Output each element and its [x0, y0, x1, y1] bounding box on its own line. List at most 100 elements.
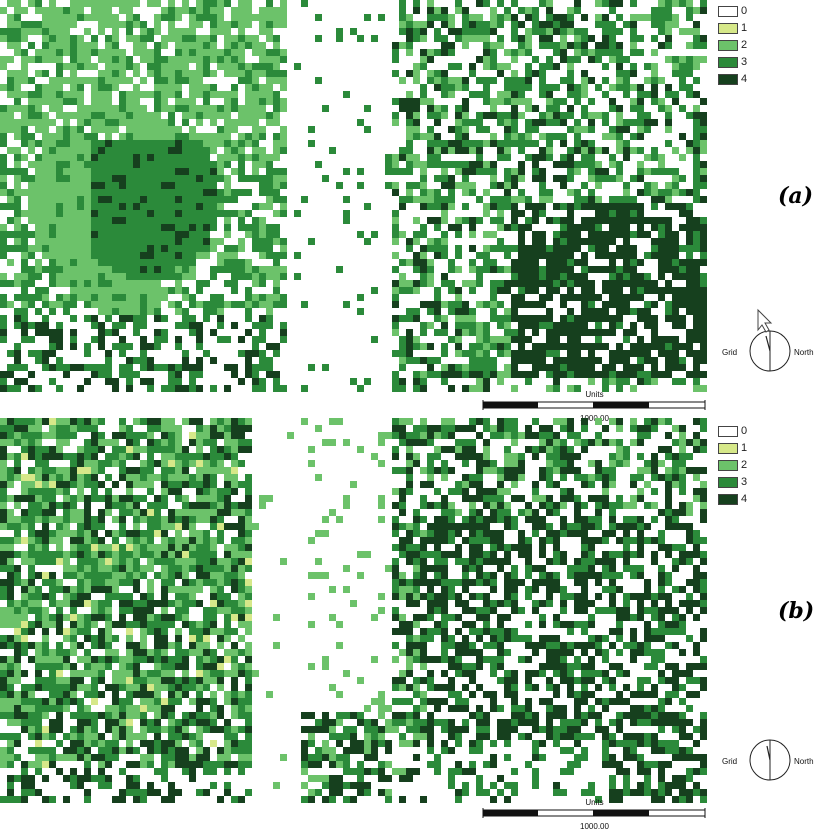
map-cell — [266, 14, 273, 21]
map-cell — [203, 210, 210, 217]
map-cell — [546, 572, 553, 579]
map-cell — [406, 558, 413, 565]
map-cell — [91, 84, 98, 91]
map-cell — [203, 154, 210, 161]
map-cell — [581, 593, 588, 600]
map-cell — [581, 196, 588, 203]
map-cell — [665, 21, 672, 28]
map-cell — [168, 579, 175, 586]
map-cell — [252, 175, 259, 182]
map-cell — [679, 175, 686, 182]
map-cell — [140, 572, 147, 579]
map-cell — [637, 350, 644, 357]
map-cell — [140, 315, 147, 322]
map-cell — [434, 175, 441, 182]
map-cell — [455, 364, 462, 371]
map-cell — [553, 572, 560, 579]
map-cell — [63, 572, 70, 579]
map-cell — [84, 49, 91, 56]
map-cell — [532, 203, 539, 210]
map-cell — [588, 189, 595, 196]
map-cell — [35, 481, 42, 488]
map-cell — [217, 530, 224, 537]
map-cell — [77, 481, 84, 488]
map-cell — [686, 280, 693, 287]
map-cell — [189, 140, 196, 147]
map-cell — [63, 308, 70, 315]
map-cell — [77, 203, 84, 210]
map-cell — [126, 14, 133, 21]
map-cell — [147, 210, 154, 217]
map-cell — [504, 600, 511, 607]
map-cell — [231, 126, 238, 133]
map-cell — [63, 175, 70, 182]
map-cell — [210, 329, 217, 336]
map-cell — [49, 77, 56, 84]
map-cell — [616, 350, 623, 357]
north-arrow-right-text: North — [794, 348, 814, 357]
map-cell — [434, 119, 441, 126]
map-cell — [238, 224, 245, 231]
map-cell — [105, 474, 112, 481]
map-cell — [84, 175, 91, 182]
map-cell — [196, 133, 203, 140]
map-cell — [518, 161, 525, 168]
map-cell — [371, 336, 378, 343]
map-cell — [140, 593, 147, 600]
map-cell — [105, 210, 112, 217]
map-cell — [637, 474, 644, 481]
map-cell — [35, 308, 42, 315]
map-cell — [609, 49, 616, 56]
map-cell — [630, 322, 637, 329]
map-cell — [273, 252, 280, 259]
map-cell — [224, 481, 231, 488]
map-cell — [196, 579, 203, 586]
map-cell — [315, 474, 322, 481]
map-cell — [63, 439, 70, 446]
map-cell — [70, 301, 77, 308]
map-cell — [84, 224, 91, 231]
map-cell — [91, 315, 98, 322]
map-cell — [637, 14, 644, 21]
map-cell — [616, 385, 623, 392]
map-cell — [511, 579, 518, 586]
map-cell — [700, 516, 707, 523]
map-cell — [448, 77, 455, 84]
map-cell — [112, 252, 119, 259]
map-cell — [609, 84, 616, 91]
map-cell — [455, 287, 462, 294]
map-cell — [91, 537, 98, 544]
map-cell — [189, 217, 196, 224]
map-cell — [266, 371, 273, 378]
map-cell — [406, 544, 413, 551]
map-cell — [588, 266, 595, 273]
map-cell — [441, 175, 448, 182]
map-cell — [434, 140, 441, 147]
map-cell — [504, 245, 511, 252]
map-cell — [175, 385, 182, 392]
map-cell — [665, 600, 672, 607]
map-cell — [476, 460, 483, 467]
map-cell — [553, 203, 560, 210]
map-cell — [154, 105, 161, 112]
map-cell — [525, 252, 532, 259]
map-cell — [273, 231, 280, 238]
map-cell — [441, 509, 448, 516]
map-cell — [231, 168, 238, 175]
map-cell — [56, 586, 63, 593]
map-cell — [574, 502, 581, 509]
map-cell — [126, 119, 133, 126]
map-cell — [259, 84, 266, 91]
map-cell — [147, 189, 154, 196]
map-cell — [126, 224, 133, 231]
map-cell — [553, 98, 560, 105]
map-cell — [448, 432, 455, 439]
map-cell — [637, 217, 644, 224]
map-cell — [483, 336, 490, 343]
map-cell — [483, 28, 490, 35]
map-cell — [462, 301, 469, 308]
map-cell — [441, 600, 448, 607]
map-cell — [175, 280, 182, 287]
map-cell — [497, 488, 504, 495]
map-cell — [525, 84, 532, 91]
